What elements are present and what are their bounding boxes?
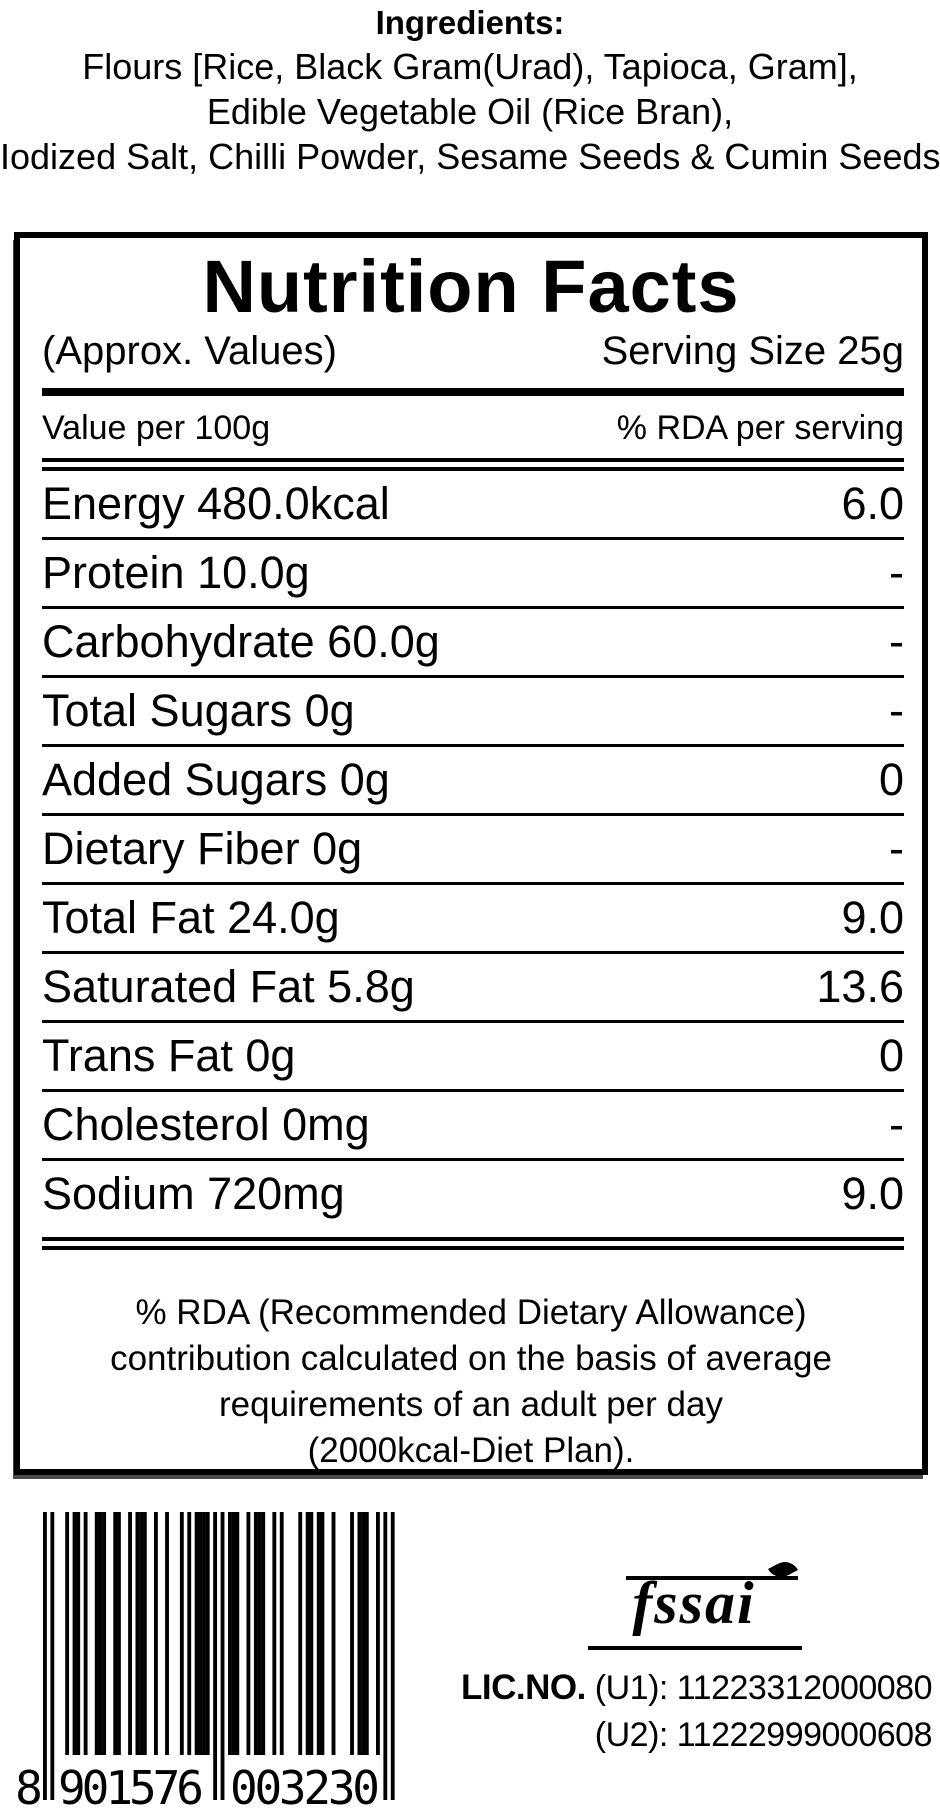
ingredients-line: Iodized Salt, Chilli Powder, Sesame Seed… xyxy=(0,136,940,177)
fssai-underline xyxy=(588,1646,802,1650)
nutrient-label: Added Sugars 0g xyxy=(42,754,390,805)
column-headers: Value per 100g % RDA per serving xyxy=(42,408,904,448)
rda-footnote: % RDA (Recommended Dietary Allowance) co… xyxy=(20,1290,922,1474)
nutrient-label: Trans Fat 0g xyxy=(42,1030,296,1081)
barcode-svg: 8 901576 003230 xyxy=(18,1512,395,1812)
ingredients-heading: Ingredients: xyxy=(375,4,565,41)
license-number-u1: (U1): 11223312000080 xyxy=(585,1669,933,1707)
nutrient-value: 9.0 xyxy=(841,892,904,943)
svg-text:8: 8 xyxy=(18,1761,43,1812)
thick-rule xyxy=(42,388,904,396)
nutrient-value: 0 xyxy=(878,754,904,805)
nutrition-row: Added Sugars 0g 0 xyxy=(42,747,904,816)
nutrition-row: Dietary Fiber 0g - xyxy=(42,816,904,885)
nutrient-value: 0 xyxy=(878,1030,904,1081)
nutrient-value: - xyxy=(889,685,904,736)
nutrient-value: 13.6 xyxy=(816,961,904,1012)
ingredients-line: Edible Vegetable Oil (Rice Bran), xyxy=(206,91,734,132)
nutrition-subheader: (Approx. Values) Serving Size 25g xyxy=(42,328,904,374)
nutrient-value: - xyxy=(889,616,904,667)
nutrient-label: Saturated Fat 5.8g xyxy=(42,961,415,1012)
nutrient-value: - xyxy=(889,547,904,598)
license-line-2: (U2): 11222999000608 xyxy=(461,1712,933,1759)
nutrient-value: - xyxy=(889,823,904,874)
nutrition-facts-title: Nutrition Facts xyxy=(202,245,740,328)
rda-footnote-line: contribution calculated on the basis of … xyxy=(110,1339,832,1378)
nutrition-row: Sodium 720mg 9.0 xyxy=(42,1161,904,1227)
rda-footnote-line: (2000kcal-Diet Plan). xyxy=(307,1431,635,1470)
license-number-u2: (U2): 11222999000608 xyxy=(594,1716,933,1754)
svg-text:901576: 901576 xyxy=(58,1761,204,1812)
nutrient-label: Protein 10.0g xyxy=(42,547,310,598)
nutrient-value: - xyxy=(889,1099,904,1150)
nutrient-value: 9.0 xyxy=(841,1168,904,1219)
fssai-logo-text: fssai xyxy=(632,1570,756,1636)
nutrient-label: Carbohydrate 60.0g xyxy=(42,616,440,667)
nutrition-row: Trans Fat 0g 0 xyxy=(42,1023,904,1092)
ingredients-section: Ingredients: Flours [Rice, Black Gram(Ur… xyxy=(0,2,940,179)
serving-size-label: Serving Size 25g xyxy=(601,329,904,373)
column-header-left: Value per 100g xyxy=(42,409,271,447)
approx-values-label: (Approx. Values) xyxy=(42,329,337,373)
ingredients-line: Flours [Rice, Black Gram(Urad), Tapioca,… xyxy=(82,46,858,87)
fssai-overline xyxy=(626,1576,798,1580)
nutrition-row: Cholesterol 0mg - xyxy=(42,1092,904,1161)
nutrient-label: Total Sugars 0g xyxy=(42,685,355,736)
svg-text:003230: 003230 xyxy=(230,1761,380,1812)
nutrient-value: 6.0 xyxy=(841,478,904,529)
license-block: LIC.NO. (U1): 11223312000080 (U2): 11222… xyxy=(461,1664,932,1759)
nutrition-rows: Energy 480.0kcal 6.0 Protein 10.0g - Carbohy… xyxy=(42,471,904,1227)
license-line-1: LIC.NO. (U1): 11223312000080 xyxy=(461,1664,932,1712)
nutrition-row: Total Fat 24.0g 9.0 xyxy=(42,885,904,954)
fssai-logo: fssai xyxy=(588,1556,802,1652)
nutrient-label: Total Fat 24.0g xyxy=(42,892,340,943)
double-rule xyxy=(42,458,904,471)
nutrition-facts-panel: Nutrition Facts (Approx. Values) Serving… xyxy=(14,232,928,1475)
nutrition-row: Carbohydrate 60.0g - xyxy=(42,609,904,678)
nutrient-label: Sodium 720mg xyxy=(42,1168,345,1219)
nutrition-row: Energy 480.0kcal 6.0 xyxy=(42,471,904,540)
nutrition-row: Total Sugars 0g - xyxy=(42,678,904,747)
nutrient-label: Cholesterol 0mg xyxy=(42,1099,370,1150)
rda-footnote-line: requirements of an adult per day xyxy=(219,1385,723,1424)
column-header-right: % RDA per serving xyxy=(616,409,904,447)
license-prefix: LIC.NO. xyxy=(461,1668,586,1707)
nutrition-row: Protein 10.0g - xyxy=(42,540,904,609)
rda-footnote-line: % RDA (Recommended Dietary Allowance) xyxy=(135,1293,807,1332)
double-rule xyxy=(42,1237,904,1250)
nutrient-label: Energy 480.0kcal xyxy=(42,478,390,529)
nutrient-label: Dietary Fiber 0g xyxy=(42,823,363,874)
ean13-barcode: 8 901576 003230 xyxy=(18,1512,408,1812)
nutrition-row: Saturated Fat 5.8g 13.6 xyxy=(42,954,904,1023)
